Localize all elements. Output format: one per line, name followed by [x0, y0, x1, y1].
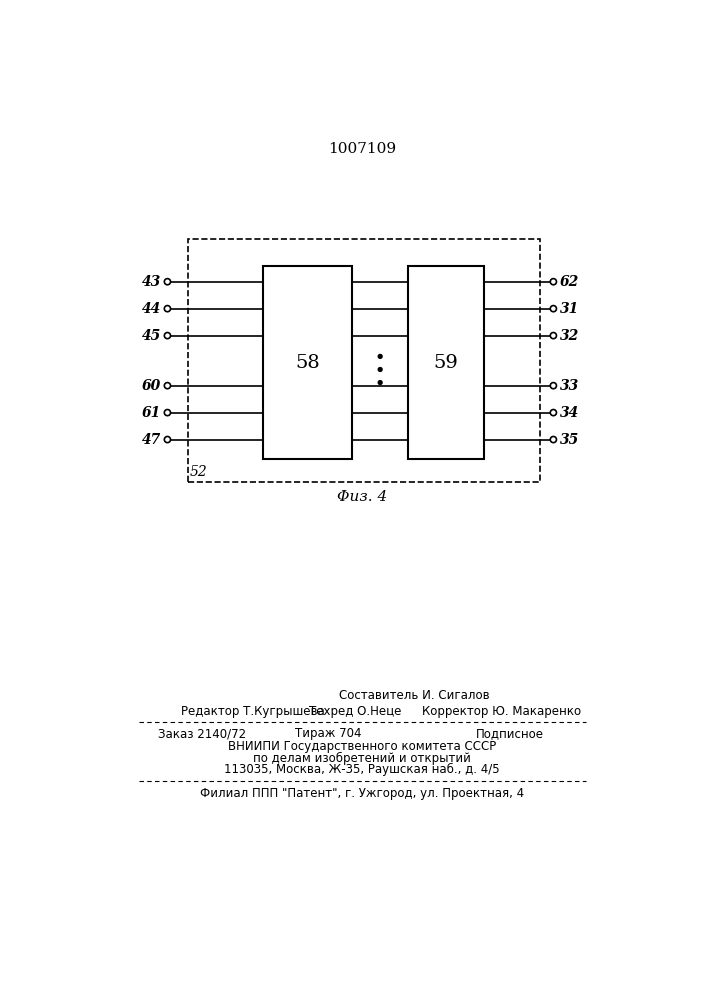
Text: Φиз. 4: Φиз. 4: [337, 490, 387, 504]
Text: 52: 52: [190, 465, 208, 479]
Text: 47: 47: [142, 433, 161, 447]
Text: Составитель И. Сигалов: Составитель И. Сигалов: [339, 689, 489, 702]
Circle shape: [378, 354, 382, 358]
Circle shape: [550, 383, 556, 389]
Text: 1007109: 1007109: [328, 142, 396, 156]
Circle shape: [378, 381, 382, 384]
Circle shape: [164, 306, 170, 312]
Circle shape: [164, 410, 170, 416]
Text: Корректор Ю. Макаренко: Корректор Ю. Макаренко: [421, 705, 580, 718]
Circle shape: [550, 333, 556, 339]
Text: 32: 32: [559, 329, 579, 343]
Bar: [409, 266, 484, 459]
Circle shape: [378, 368, 382, 371]
Text: по делам изобретений и открытий: по делам изобретений и открытий: [253, 752, 471, 765]
Text: 62: 62: [559, 275, 579, 289]
Text: 113035, Москва, Ж-35, Раушская наб., д. 4/5: 113035, Москва, Ж-35, Раушская наб., д. …: [224, 763, 500, 776]
Text: Филиал ППП "Патент", г. Ужгород, ул. Проектная, 4: Филиал ППП "Патент", г. Ужгород, ул. Про…: [200, 787, 524, 800]
Text: Техред О.Неце: Техред О.Неце: [309, 705, 402, 718]
Text: 43: 43: [142, 275, 161, 289]
Text: Тираж 704: Тираж 704: [296, 727, 362, 740]
Circle shape: [550, 436, 556, 443]
Circle shape: [550, 306, 556, 312]
Circle shape: [164, 383, 170, 389]
Text: 58: 58: [295, 354, 320, 372]
Circle shape: [164, 436, 170, 443]
Circle shape: [550, 410, 556, 416]
Text: Заказ 2140/72: Заказ 2140/72: [158, 727, 246, 740]
Bar: [187, 239, 540, 482]
Text: 44: 44: [142, 302, 161, 316]
Text: 60: 60: [142, 379, 161, 393]
Text: 45: 45: [142, 329, 161, 343]
Text: 61: 61: [142, 406, 161, 420]
Text: 59: 59: [433, 354, 458, 372]
Bar: [263, 266, 352, 459]
Circle shape: [550, 279, 556, 285]
Text: 31: 31: [559, 302, 579, 316]
Text: 34: 34: [559, 406, 579, 420]
Circle shape: [164, 333, 170, 339]
Text: 35: 35: [559, 433, 579, 447]
Text: Подписное: Подписное: [476, 727, 544, 740]
Text: 33: 33: [559, 379, 579, 393]
Text: Редактор Т.Кугрышева: Редактор Т.Кугрышева: [182, 705, 325, 718]
Circle shape: [164, 279, 170, 285]
Text: ВНИИПИ Государственного комитета СССР: ВНИИПИ Государственного комитета СССР: [228, 740, 496, 753]
